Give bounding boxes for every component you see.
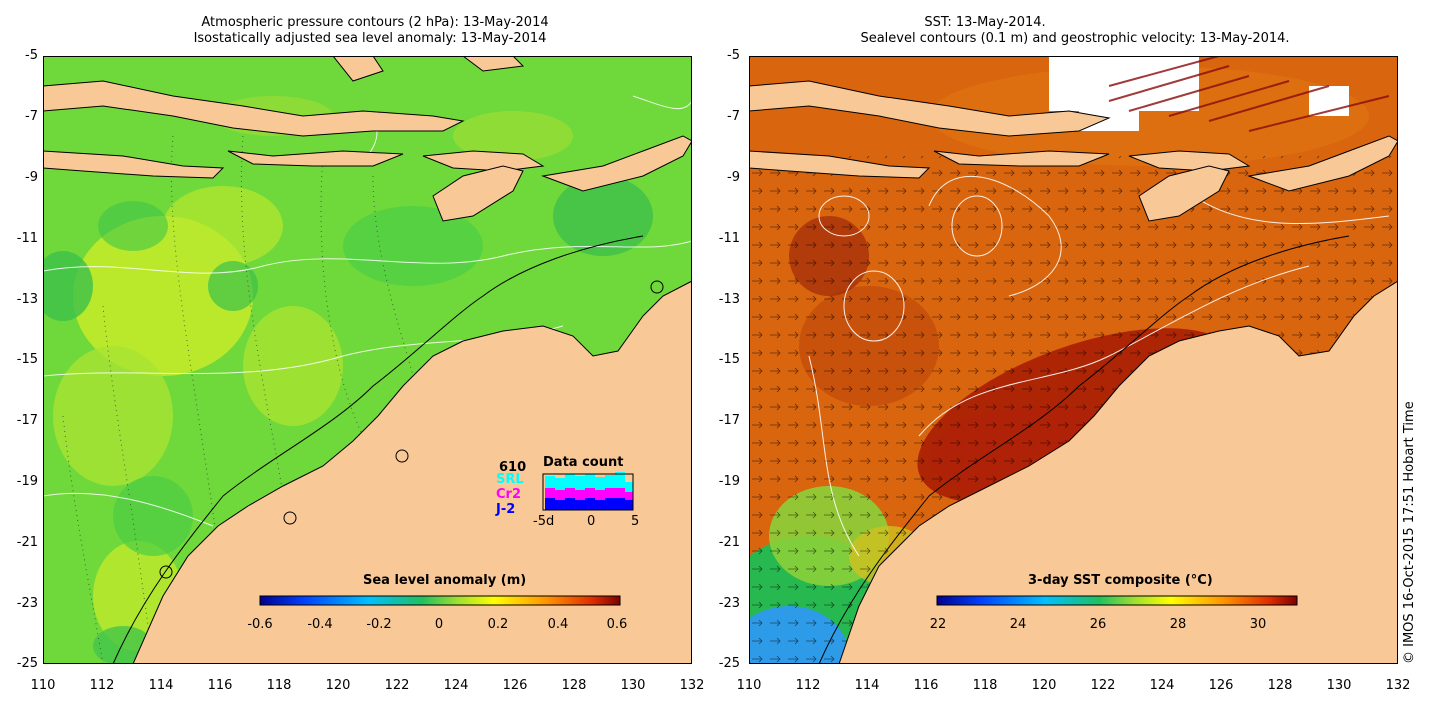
lat-tick-left: -23 (16, 596, 38, 611)
lon-tick-right: 130 (1326, 678, 1352, 693)
lon-tick-right: 112 (795, 678, 821, 693)
sla-colorbar-label: Sea level anomaly (m) (363, 573, 527, 588)
sst-colorbar (936, 595, 1298, 606)
lat-tick-right: -9 (727, 170, 740, 185)
data-count-axis-mid: 0 (587, 514, 596, 529)
sst-map (749, 56, 1398, 664)
sst-tick: 30 (1249, 617, 1267, 632)
lon-tick-right: 116 (913, 678, 939, 693)
mission-srl: SRL (496, 472, 524, 487)
sla-tick: -0.4 (307, 617, 333, 632)
lon-tick-left: 126 (502, 678, 528, 693)
cloud-gaps (769, 56, 1349, 131)
shelf-contour (818, 235, 1350, 664)
tide-gauge-markers (159, 280, 664, 579)
lon-tick-right: 122 (1090, 678, 1116, 693)
sla-tick: 0.2 (487, 617, 509, 632)
indonesia-islands (43, 56, 692, 222)
lat-tick-left: -25 (16, 656, 38, 671)
right-title-line2: Sealevel contours (0.1 m) and geostrophi… (860, 31, 1290, 46)
lat-tick-left: -5 (25, 48, 38, 63)
lat-tick-right: -21 (718, 535, 740, 550)
sla-colorbar (259, 595, 621, 606)
lon-tick-left: 122 (384, 678, 410, 693)
lat-tick-right: -17 (718, 413, 740, 428)
data-count-axis-start: -5d (533, 514, 555, 529)
sla-tick: 0.6 (606, 617, 628, 632)
lat-tick-right: -7 (727, 109, 740, 124)
sla-tick: 0.4 (547, 617, 569, 632)
sst-tick: 28 (1169, 617, 1187, 632)
lon-tick-left: 110 (30, 678, 56, 693)
left-title-line2: Isostatically adjusted sea level anomaly… (193, 31, 547, 46)
australia-land (132, 280, 692, 664)
lon-tick-left: 120 (325, 678, 351, 693)
lat-tick-left: -21 (16, 535, 38, 550)
lat-tick-right: -13 (718, 292, 740, 307)
data-count-title: Data count (543, 455, 624, 470)
lat-tick-left: -15 (16, 352, 38, 367)
lon-tick-left: 124 (443, 678, 469, 693)
swath-stripes (1108, 56, 1390, 132)
sla-tick: -0.2 (366, 617, 392, 632)
data-count-bars (545, 472, 633, 510)
right-title-line1: SST: 13-May-2014. (924, 15, 1046, 30)
lat-tick-right: -15 (718, 352, 740, 367)
indonesia-islands (749, 80, 1398, 222)
lon-tick-right: 126 (1208, 678, 1234, 693)
lon-tick-right: 128 (1267, 678, 1293, 693)
lat-tick-right: -23 (718, 596, 740, 611)
copyright-notice: © IMOS 16-Oct-2015 17:51 Hobart Time (1402, 401, 1417, 664)
sst-colorbar-label: 3-day SST composite (°C) (1028, 573, 1213, 588)
left-title-line1: Atmospheric pressure contours (2 hPa): 1… (201, 15, 549, 30)
lon-tick-left: 114 (148, 678, 174, 693)
lon-tick-right: 132 (1385, 678, 1411, 693)
sst-tick: 22 (929, 617, 947, 632)
lon-tick-left: 132 (679, 678, 705, 693)
sst-tick: 24 (1009, 617, 1027, 632)
lon-tick-left: 130 (620, 678, 646, 693)
lon-tick-right: 114 (854, 678, 880, 693)
sla-map (43, 56, 692, 664)
lat-tick-left: -7 (25, 109, 38, 124)
lon-tick-left: 112 (89, 678, 115, 693)
shelf-contour (112, 235, 644, 664)
sla-tick: -0.6 (247, 617, 273, 632)
lat-tick-right: -25 (718, 656, 740, 671)
lat-tick-right: -5 (727, 48, 740, 63)
lat-tick-right: -11 (718, 231, 740, 246)
lat-tick-right: -19 (718, 474, 740, 489)
data-count-inset (542, 472, 634, 511)
lat-tick-left: -11 (16, 231, 38, 246)
lon-tick-left: 116 (207, 678, 233, 693)
lon-tick-left: 118 (266, 678, 292, 693)
data-count-total: 610 (499, 460, 527, 475)
lat-tick-left: -9 (25, 170, 38, 185)
lon-tick-right: 118 (972, 678, 998, 693)
lat-tick-left: -19 (16, 474, 38, 489)
mission-cr2: Cr2 (496, 487, 521, 502)
lon-tick-right: 120 (1031, 678, 1057, 693)
lon-tick-right: 124 (1149, 678, 1175, 693)
lat-tick-left: -17 (16, 413, 38, 428)
lon-tick-right: 110 (736, 678, 762, 693)
sst-tick: 26 (1089, 617, 1107, 632)
lon-tick-left: 128 (561, 678, 587, 693)
sla-tick: 0 (434, 617, 444, 632)
data-count-axis-end: 5 (631, 514, 640, 529)
mission-j2: J-2 (496, 502, 516, 517)
australia-land (838, 280, 1398, 664)
lat-tick-left: -13 (16, 292, 38, 307)
